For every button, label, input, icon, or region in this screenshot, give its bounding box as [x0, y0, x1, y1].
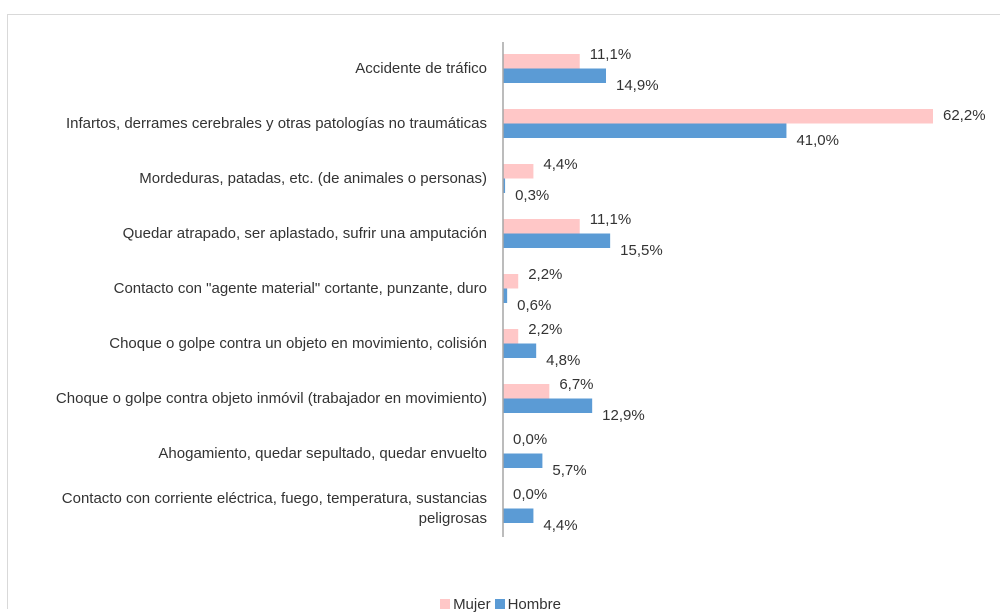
bar	[503, 233, 611, 248]
category-label: Contacto con corriente eléctrica, fuego,…	[61, 489, 487, 527]
category-label: Choque o golpe contra un objeto en movim…	[109, 334, 487, 352]
value-label: 0,3%	[515, 187, 549, 204]
legend-swatch	[494, 599, 505, 609]
legend-label: Mujer	[453, 596, 491, 613]
value-label: 2,2%	[528, 321, 562, 338]
category-label: Accidente de tráfico	[355, 59, 487, 77]
value-label: 2,2%	[528, 266, 562, 283]
legend-item: Mujer	[440, 596, 491, 613]
legend-label: Hombre	[507, 596, 561, 613]
value-label: 15,5%	[620, 242, 663, 259]
legend: Mujer Hombre	[0, 596, 1001, 613]
legend-item: Hombre	[494, 596, 561, 613]
bar	[503, 288, 508, 303]
value-label: 0,0%	[513, 486, 547, 503]
category-label: Choque o golpe contra objeto inmóvil (tr…	[55, 389, 487, 407]
value-label: 14,9%	[616, 77, 659, 94]
value-label: 0,0%	[513, 431, 547, 448]
bar	[503, 343, 537, 358]
bar	[503, 453, 543, 468]
value-label: 11,1%	[590, 211, 631, 228]
value-label: 4,8%	[546, 352, 580, 369]
bar	[503, 274, 519, 289]
category-label: Mordeduras, patadas, etc. (de animales o…	[139, 169, 487, 187]
value-label: 4,4%	[543, 517, 577, 534]
legend-swatch	[440, 599, 451, 609]
bar	[503, 54, 580, 69]
bar	[503, 123, 787, 138]
category-label: Contacto con "agente material" cortante,…	[113, 279, 487, 297]
bar	[503, 508, 534, 523]
value-label: 41,0%	[796, 132, 839, 149]
chart-frame	[7, 14, 1000, 609]
value-label: 4,4%	[543, 156, 577, 173]
category-label: Quedar atrapado, ser aplastado, sufrir u…	[122, 224, 487, 242]
bar	[503, 178, 506, 193]
value-label: 12,9%	[602, 407, 645, 424]
value-label: 0,6%	[517, 297, 551, 314]
bar	[503, 109, 933, 124]
value-label: 11,1%	[590, 46, 631, 63]
bar	[503, 329, 519, 344]
category-label: Ahogamiento, quedar sepultado, quedar en…	[158, 444, 487, 462]
bar	[503, 219, 580, 234]
value-label: 62,2%	[943, 107, 986, 124]
bar	[503, 68, 607, 83]
value-label: 6,7%	[559, 376, 593, 393]
bar	[503, 164, 534, 179]
bar	[503, 398, 593, 413]
value-label: 5,7%	[552, 462, 586, 479]
bar	[503, 384, 550, 399]
category-label: Infartos, derrames cerebrales y otras pa…	[65, 114, 487, 132]
